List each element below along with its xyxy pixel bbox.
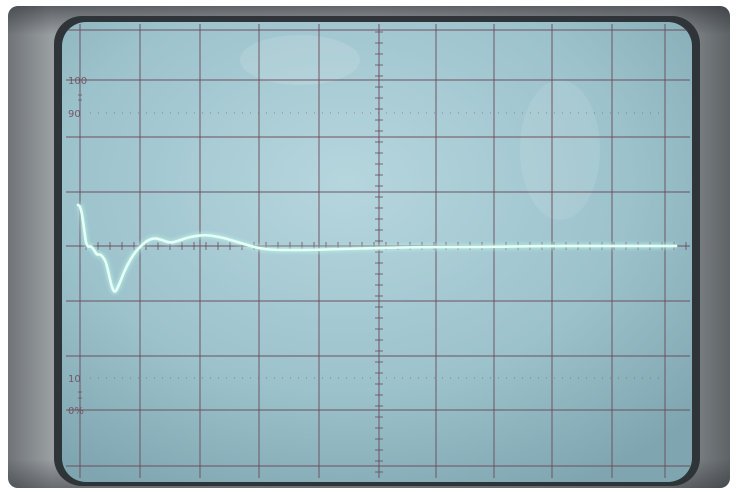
glare-reflection xyxy=(240,35,360,85)
graticule-labels: 100 90 10 0% xyxy=(68,76,87,417)
graticule-label: 10 xyxy=(68,374,81,385)
graticule-label: 0% xyxy=(68,406,84,417)
graticule-label: 100 xyxy=(68,76,87,87)
waveform-trace xyxy=(76,203,678,293)
glare-reflection xyxy=(520,80,600,220)
graticule-label: 90 xyxy=(68,109,81,120)
